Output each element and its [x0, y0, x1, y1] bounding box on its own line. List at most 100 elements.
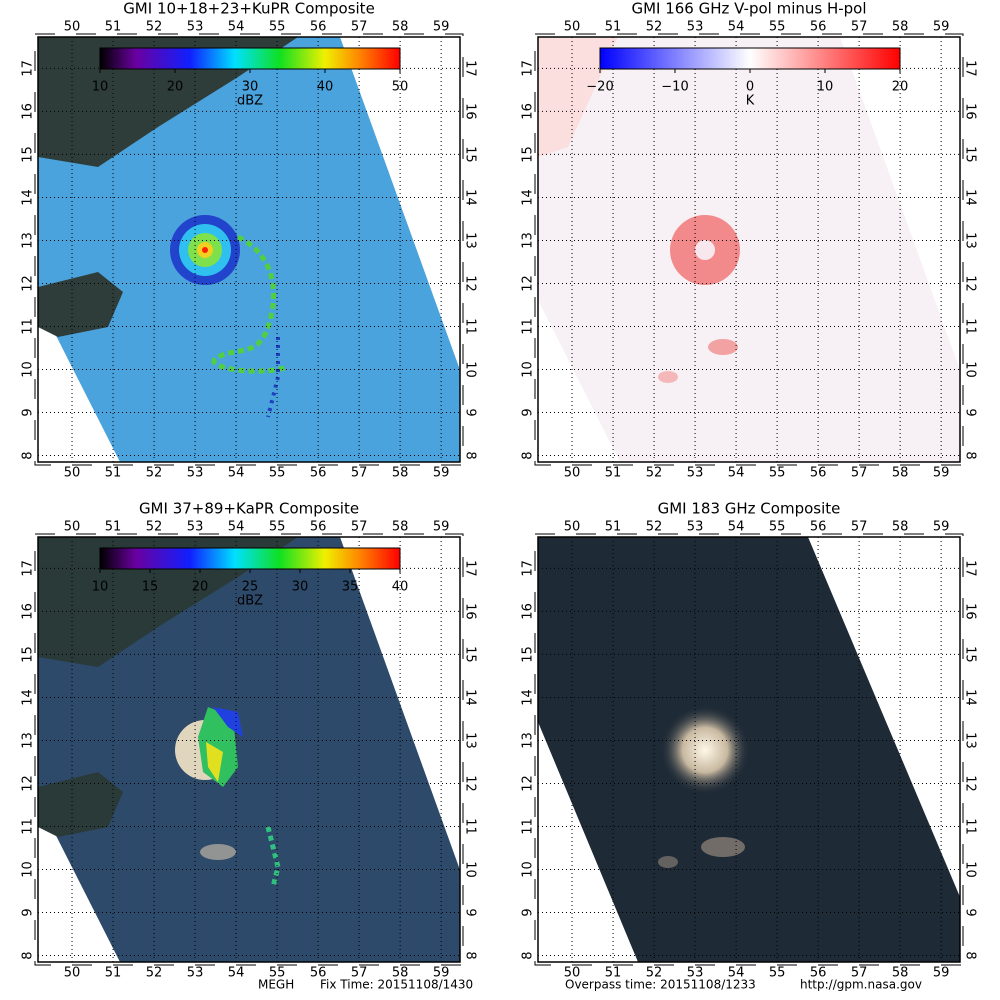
storm-eye [695, 240, 715, 260]
map-panel: 50 50 51 51 52 52 53 53 54 54 55 55 56 56 57 57 58 58 59 59… [521, 0, 978, 481]
lat-label: 9 [21, 908, 36, 916]
colorbar-label: 20 [167, 80, 184, 95]
lon-label: 59 [433, 20, 450, 35]
lon-label: 51 [105, 466, 122, 481]
lat-label: 11 [521, 818, 536, 835]
colorbar-label: −20 [586, 80, 613, 95]
lon-label: 58 [892, 466, 909, 481]
lon-label: 52 [646, 520, 663, 535]
lon-label: 55 [769, 520, 786, 535]
colorbar-unit: K [746, 94, 755, 109]
imagery [38, 537, 460, 962]
lon-label: 59 [933, 20, 950, 35]
colorbar-label: 40 [317, 80, 334, 95]
colorbar-unit: dBZ [237, 594, 263, 609]
storm [202, 247, 208, 253]
panel-title: GMI 183 GHz Composite [658, 500, 841, 518]
lat-label: 14 [21, 189, 36, 206]
lat-label: 9 [21, 408, 36, 416]
lon-label: 56 [310, 466, 327, 481]
lon-label: 54 [728, 20, 745, 35]
colorbar-label: 30 [242, 80, 259, 95]
colorbar-label: 20 [192, 580, 209, 595]
lon-label: 59 [433, 966, 450, 981]
lat-label: 10 [463, 361, 478, 378]
station: MEGH [258, 978, 294, 992]
lon-label: 52 [146, 20, 163, 35]
colorbar-label: 10 [92, 580, 109, 595]
panel-title: GMI 166 GHz V-pol minus H-pol [631, 0, 866, 18]
imagery-local [538, 37, 960, 462]
lon-label: 52 [646, 20, 663, 35]
lat-label: 11 [21, 318, 36, 335]
lon-label: 57 [851, 520, 868, 535]
lon-label: 51 [605, 520, 622, 535]
lat-label: 10 [963, 861, 978, 878]
lat-label: 15 [963, 646, 978, 663]
lat-label: 12 [963, 775, 978, 792]
lon-label: 50 [64, 520, 81, 535]
lon-label: 58 [392, 466, 409, 481]
lat-label: 13 [963, 732, 978, 749]
imagery-local [38, 537, 460, 962]
lon-label: 59 [933, 466, 950, 481]
lon-label: 58 [392, 20, 409, 35]
colorbar-label: −10 [661, 80, 688, 95]
lon-label: 53 [187, 966, 204, 981]
lon-label: 56 [310, 966, 327, 981]
colorbar [599, 47, 901, 70]
frame-outer [534, 33, 964, 466]
lat-label: 16 [463, 103, 478, 120]
lat-label: 12 [21, 775, 36, 792]
lat-label: 12 [21, 275, 36, 292]
lat-label: 17 [463, 60, 478, 77]
lon-label: 58 [392, 966, 409, 981]
lon-label: 51 [605, 20, 622, 35]
lon-label: 55 [769, 20, 786, 35]
lon-label: 55 [769, 466, 786, 481]
lat-label: 16 [963, 103, 978, 120]
lon-label: 58 [892, 520, 909, 535]
map-panel: 50 50 51 51 52 52 53 53 54 54 55 55 56 56 57 57 58 58 59 59… [21, 500, 478, 981]
lon-label: 57 [851, 966, 868, 981]
lon-label: 57 [351, 20, 368, 35]
colorbar [99, 547, 401, 570]
lat-label: 16 [21, 603, 36, 620]
band [658, 856, 678, 868]
lon-label: 52 [146, 966, 163, 981]
imagery [38, 37, 460, 462]
lat-label: 15 [521, 146, 536, 163]
lat-label: 17 [521, 60, 536, 77]
lon-label: 50 [64, 466, 81, 481]
lat-label: 8 [463, 451, 478, 459]
lat-label: 14 [463, 689, 478, 706]
rain-band [265, 826, 281, 888]
map-panel: 50 50 51 51 52 52 53 53 54 54 55 55 56 56 57 57 58 58 59 59… [521, 500, 978, 981]
lon-label: 53 [687, 966, 704, 981]
lon-label: 59 [433, 520, 450, 535]
lat-label: 13 [463, 232, 478, 249]
land [38, 772, 123, 837]
lon-label: 50 [64, 966, 81, 981]
storm [660, 705, 750, 795]
lat-label: 9 [463, 408, 478, 416]
imagery-local [38, 37, 460, 462]
lon-label: 58 [392, 520, 409, 535]
lat-label: 14 [521, 689, 536, 706]
land [38, 272, 123, 337]
colorbar-label: 30 [292, 580, 309, 595]
lon-label: 54 [728, 466, 745, 481]
lat-label: 14 [21, 689, 36, 706]
lat-label: 8 [963, 951, 978, 959]
lon-label: 51 [105, 20, 122, 35]
lat-label: 15 [463, 646, 478, 663]
lat-label: 8 [21, 451, 36, 459]
lon-label: 59 [933, 966, 950, 981]
colorbar-label: 0 [746, 80, 754, 95]
lat-label: 15 [21, 646, 36, 663]
lat-label: 11 [963, 318, 978, 335]
frame [537, 36, 961, 463]
lat-label: 17 [963, 560, 978, 577]
swath [38, 37, 460, 462]
swath [538, 37, 960, 462]
